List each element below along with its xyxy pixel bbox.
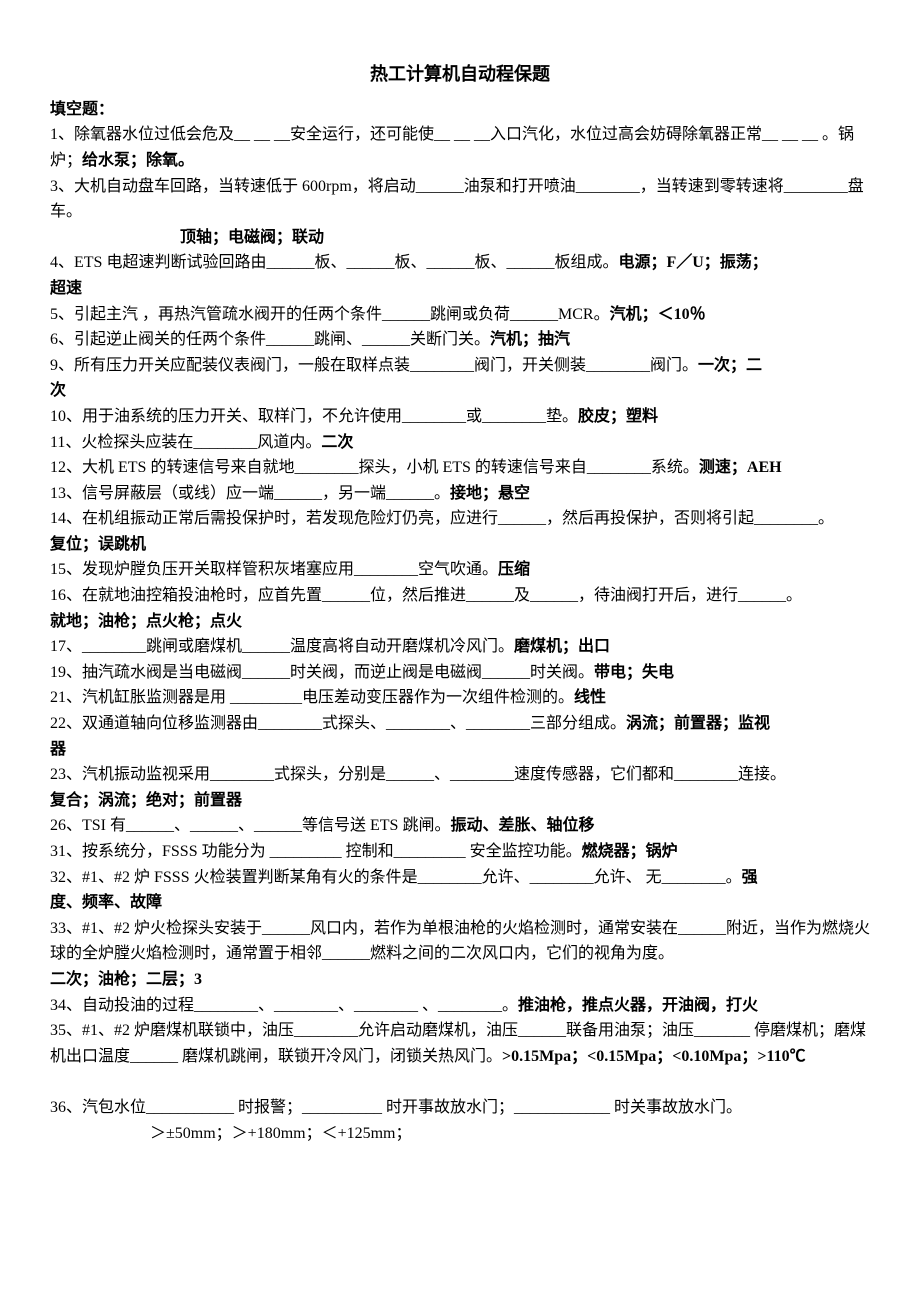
q4-answer2: 超速: [50, 280, 82, 297]
q9-answer1: 一次；二: [698, 357, 762, 374]
q22-answer2: 器: [50, 741, 66, 758]
q14-text: 14、在机组振动正常后需投保护时，若发现危险灯仍亮，应进行______，然后再投…: [50, 510, 834, 527]
q12-text: 12、大机 ETS 的转速信号来自就地________探头，小机 ETS 的转速…: [50, 459, 699, 476]
q14-answer-text: 复位；误跳机: [50, 536, 146, 553]
q34-text: 34、自动投油的过程________、________、________ 、__…: [50, 997, 518, 1014]
document-title: 热工计算机自动程保题: [50, 60, 870, 89]
question-12: 12、大机 ETS 的转速信号来自就地________探头，小机 ETS 的转速…: [50, 455, 870, 481]
q31-text: 31、按系统分，FSSS 功能分为 _________ 控制和_________…: [50, 843, 582, 860]
q13-text: 13、信号屏蔽层（或线）应一端______，另一端______。: [50, 485, 450, 502]
q32-answer1: 强: [742, 869, 758, 886]
q23-answer-text: 复合；涡流；绝对；前置器: [50, 792, 242, 809]
question-34: 34、自动投油的过程________、________、________ 、__…: [50, 993, 870, 1019]
question-11: 11、火检探头应装在________风道内。二次: [50, 430, 870, 456]
question-4: 4、ETS 电超速判断试验回路由______板、______板、______板、…: [50, 250, 870, 276]
question-14-answer: 复位；误跳机: [50, 532, 870, 558]
question-4-answer-cont: 超速: [50, 276, 870, 302]
question-3-answer: 顶轴；电磁阀；联动: [50, 225, 870, 251]
question-33: 33、#1、#2 炉火检探头安装于______风口内，若作为单根油枪的火焰检测时…: [50, 916, 870, 967]
q19-text: 19、抽汽疏水阀是当电磁阀______时关阀，而逆止阀是电磁阀______时关阀…: [50, 664, 594, 681]
question-32: 32、#1、#2 炉 FSSS 火检装置判断某角有火的条件是________允许…: [50, 865, 870, 891]
question-21: 21、汽机缸胀监测器是用 _________电压差动变压器作为一次组件检测的。线…: [50, 685, 870, 711]
question-13: 13、信号屏蔽层（或线）应一端______，另一端______。接地；悬空: [50, 481, 870, 507]
question-6: 6、引起逆止阀关的任两个条件______跳闸、______关断门关。汽机；抽汽: [50, 327, 870, 353]
q36-answer-text: ＞±50mm；＞+180mm；＜+125mm；: [150, 1125, 412, 1142]
question-16-answer: 就地；油枪；点火枪；点火: [50, 609, 870, 635]
question-5: 5、引起主汽 ，再热汽管疏水阀开的任两个条件______跳闸或负荷______M…: [50, 302, 870, 328]
q11-text: 11、火检探头应装在________风道内。: [50, 434, 321, 451]
question-26: 26、TSI 有______、______、______等信号送 ETS 跳闸。…: [50, 813, 870, 839]
q12-answer: 测速；AEH: [699, 459, 782, 476]
q4-answer1: 电源；F／U；振荡；: [618, 254, 767, 271]
question-22-answer-cont: 器: [50, 737, 870, 763]
question-32-answer-cont: 度、频率、故障: [50, 890, 870, 916]
q1-answer: 给水泵；除氧。: [82, 152, 194, 169]
q10-answer: 胶皮；塑料: [578, 408, 658, 425]
q35-answer: >0.15Mpa；<0.15Mpa；<0.10Mpa；>110℃: [502, 1048, 806, 1065]
q15-text: 15、发现炉膛负压开关取样管积灰堵塞应用________空气吹通。: [50, 561, 498, 578]
q17-answer: 磨煤机；出口: [514, 638, 610, 655]
question-10: 10、用于油系统的压力开关、取样门，不允许使用________或________…: [50, 404, 870, 430]
q6-text: 6、引起逆止阀关的任两个条件______跳闸、______关断门关。: [50, 331, 490, 348]
q11-answer: 二次: [321, 434, 353, 451]
question-33-answer: 二次；油枪；二层；3: [50, 967, 870, 993]
q23-text: 23、汽机振动监视采用________式探头，分别是______、_______…: [50, 766, 786, 783]
q3-answer-text: 顶轴；电磁阀；联动: [180, 229, 324, 246]
question-23-answer: 复合；涡流；绝对；前置器: [50, 788, 870, 814]
q3-text: 3、大机自动盘车回路，当转速低于 600rpm，将启动______油泵和打开喷油…: [50, 178, 864, 221]
question-14: 14、在机组振动正常后需投保护时，若发现危险灯仍亮，应进行______，然后再投…: [50, 506, 870, 532]
q13-answer: 接地；悬空: [450, 485, 530, 502]
q33-answer-text: 二次；油枪；二层；3: [50, 971, 202, 988]
q5-text: 5、引起主汽 ，再热汽管疏水阀开的任两个条件______跳闸或负荷______M…: [50, 306, 610, 323]
q32-answer2: 度、频率、故障: [50, 894, 162, 911]
q6-answer: 汽机；抽汽: [490, 331, 570, 348]
q21-answer: 线性: [574, 689, 606, 706]
question-23: 23、汽机振动监视采用________式探头，分别是______、_______…: [50, 762, 870, 788]
q21-text: 21、汽机缸胀监测器是用 _________电压差动变压器作为一次组件检测的。: [50, 689, 574, 706]
q36-text: 36、汽包水位___________ 时报警；__________ 时开事故放水…: [50, 1099, 742, 1116]
q22-text: 22、双通道轴向位移监测器由________式探头、________、_____…: [50, 715, 626, 732]
question-9-answer-cont: 次: [50, 378, 870, 404]
blank-line: [50, 1069, 870, 1095]
q26-answer: 振动、差胀、轴位移: [450, 817, 594, 834]
q16-text: 16、在就地油控箱投油枪时，应首先置______位，然后推进______及___…: [50, 587, 802, 604]
question-22: 22、双通道轴向位移监测器由________式探头、________、_____…: [50, 711, 870, 737]
question-9: 9、所有压力开关应配装仪表阀门，一般在取样点装________阀门，开关侧装__…: [50, 353, 870, 379]
q22-answer1: 涡流；前置器；监视: [626, 715, 770, 732]
question-31: 31、按系统分，FSSS 功能分为 _________ 控制和_________…: [50, 839, 870, 865]
q31-answer: 燃烧器；锅炉: [582, 843, 678, 860]
q19-answer: 带电；失电: [594, 664, 674, 681]
q17-text: 17、________跳闸或磨煤机______温度高将自动开磨煤机冷风门。: [50, 638, 514, 655]
section-header: 填空题：: [50, 97, 870, 123]
q32-text: 32、#1、#2 炉 FSSS 火检装置判断某角有火的条件是________允许…: [50, 869, 742, 886]
question-16: 16、在就地油控箱投油枪时，应首先置______位，然后推进______及___…: [50, 583, 870, 609]
q33-text: 33、#1、#2 炉火检探头安装于______风口内，若作为单根油枪的火焰检测时…: [50, 920, 870, 963]
question-17: 17、________跳闸或磨煤机______温度高将自动开磨煤机冷风门。磨煤机…: [50, 634, 870, 660]
q15-answer: 压缩: [498, 561, 530, 578]
question-36-answer: ＞±50mm；＞+180mm；＜+125mm；: [50, 1121, 870, 1147]
q9-answer2: 次: [50, 382, 66, 399]
question-35: 35、#1、#2 炉磨煤机联锁中，油压________允许启动磨煤机，油压___…: [50, 1018, 870, 1069]
question-15: 15、发现炉膛负压开关取样管积灰堵塞应用________空气吹通。压缩: [50, 557, 870, 583]
question-3: 3、大机自动盘车回路，当转速低于 600rpm，将启动______油泵和打开喷油…: [50, 174, 870, 225]
q26-text: 26、TSI 有______、______、______等信号送 ETS 跳闸。: [50, 817, 450, 834]
q10-text: 10、用于油系统的压力开关、取样门，不允许使用________或________…: [50, 408, 578, 425]
question-36: 36、汽包水位___________ 时报警；__________ 时开事故放水…: [50, 1095, 870, 1121]
q9-text: 9、所有压力开关应配装仪表阀门，一般在取样点装________阀门，开关侧装__…: [50, 357, 698, 374]
question-19: 19、抽汽疏水阀是当电磁阀______时关阀，而逆止阀是电磁阀______时关阀…: [50, 660, 870, 686]
q16-answer-text: 就地；油枪；点火枪；点火: [50, 613, 242, 630]
q5-answer: 汽机；＜10％: [610, 306, 706, 323]
question-1: 1、除氧器水位过低会危及__ __ __安全运行，还可能使__ __ __入口汽…: [50, 122, 870, 173]
q34-answer: 推油枪，推点火器，开油阀，打火: [518, 997, 758, 1014]
q4-text: 4、ETS 电超速判断试验回路由______板、______板、______板、…: [50, 254, 618, 271]
